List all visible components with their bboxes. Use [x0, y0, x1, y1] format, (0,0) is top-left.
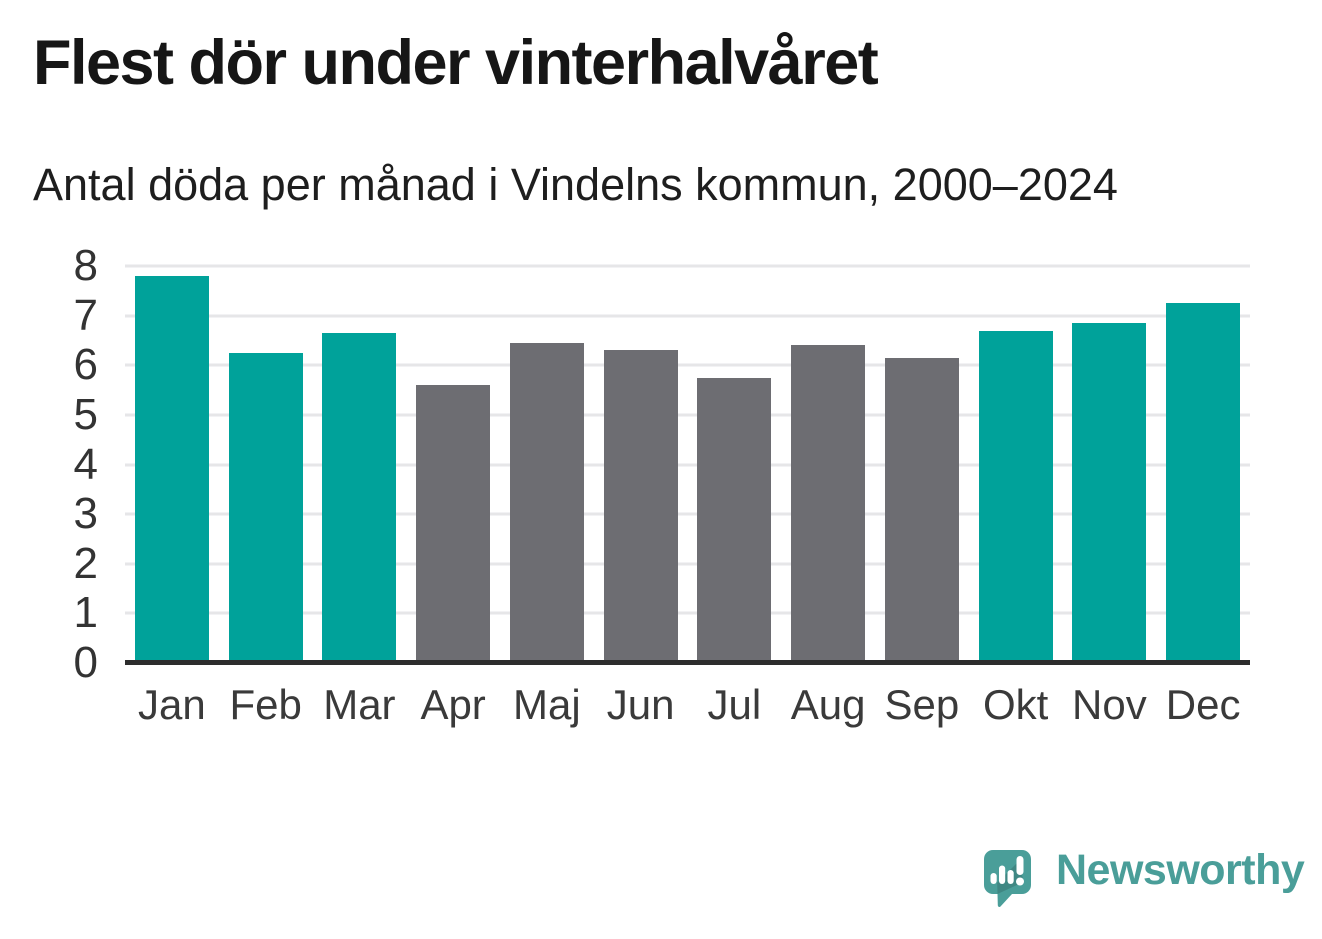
bar-maj	[509, 342, 584, 663]
y-tick-label-1: 1	[73, 588, 98, 638]
bar-slot-dec	[1156, 266, 1250, 663]
bar-slot-mar	[313, 266, 407, 663]
gridline-2	[125, 562, 1250, 566]
branding: Newsworthy	[982, 846, 1305, 908]
bar-slot-feb	[219, 266, 313, 663]
y-tick-label-8: 8	[73, 241, 98, 290]
bar-jun	[603, 350, 678, 663]
x-tick-label-feb: Feb	[229, 681, 302, 728]
x-tick-label-maj: Maj	[513, 681, 581, 728]
bar-jul	[697, 377, 772, 663]
y-tick-label-0: 0	[73, 638, 98, 687]
gridline-1	[125, 611, 1250, 615]
bar-mar	[322, 333, 397, 663]
bar-slot-maj	[500, 266, 594, 663]
plot-area	[125, 264, 1250, 665]
x-tick-label-jul: Jul	[707, 681, 762, 728]
x-tick-label-mar: Mar	[323, 681, 396, 728]
bar-slot-apr	[406, 266, 500, 663]
bar-okt	[978, 330, 1053, 663]
y-tick-label-7: 7	[73, 290, 98, 340]
chart-subtitle: Antal döda per månad i Vindelns kommun, …	[33, 159, 1118, 210]
x-tick-label-okt: Okt	[982, 681, 1049, 728]
gridline-8	[125, 264, 1250, 268]
gridline-3	[125, 512, 1250, 516]
bar-slot-jul	[688, 266, 782, 663]
y-tick-label-3: 3	[73, 489, 98, 539]
bar-feb	[228, 352, 303, 663]
x-tick-label-apr: Apr	[420, 681, 486, 728]
bar-slot-nov	[1063, 266, 1157, 663]
bar-slot-jun	[594, 266, 688, 663]
x-axis-labels: Jan Feb Mar Apr Maj Jun Jul Aug Sep Okt Nov Dec	[125, 680, 1250, 730]
bar-series	[125, 266, 1250, 663]
chart-title: Flest dör under vinterhalvåret	[33, 28, 879, 98]
brand-name: Newsworthy	[1056, 846, 1305, 894]
bar-dec	[1166, 303, 1241, 663]
bar-nov	[1072, 323, 1147, 663]
gridline-4	[125, 463, 1250, 466]
y-tick-label-6: 6	[73, 340, 98, 390]
bar-slot-okt	[969, 266, 1063, 663]
bar-jan	[134, 275, 209, 663]
bar-sep	[884, 357, 959, 663]
x-tick-label-jun: Jun	[606, 681, 675, 728]
bar-slot-sep	[875, 266, 969, 663]
bar-slot-jan	[125, 266, 219, 663]
gridline-5	[125, 413, 1250, 417]
y-tick-label-5: 5	[73, 389, 98, 439]
bar-apr	[416, 385, 491, 663]
x-tick-label-aug: Aug	[790, 681, 866, 728]
x-tick-label-jan: Jan	[138, 681, 206, 728]
y-tick-label-2: 2	[73, 538, 98, 588]
y-tick-label-4: 4	[73, 439, 98, 489]
bar-slot-aug	[781, 266, 875, 663]
gridline-7	[125, 314, 1250, 318]
x-tick-label-sep: Sep	[884, 681, 960, 728]
gridline-6	[125, 363, 1250, 367]
x-tick-label-nov: Nov	[1072, 681, 1147, 728]
bar-aug	[791, 345, 866, 663]
x-axis-line	[125, 660, 1250, 665]
speech-bubble-bar-chart-icon	[984, 850, 1031, 907]
x-tick-label-dec: Dec	[1165, 681, 1241, 728]
